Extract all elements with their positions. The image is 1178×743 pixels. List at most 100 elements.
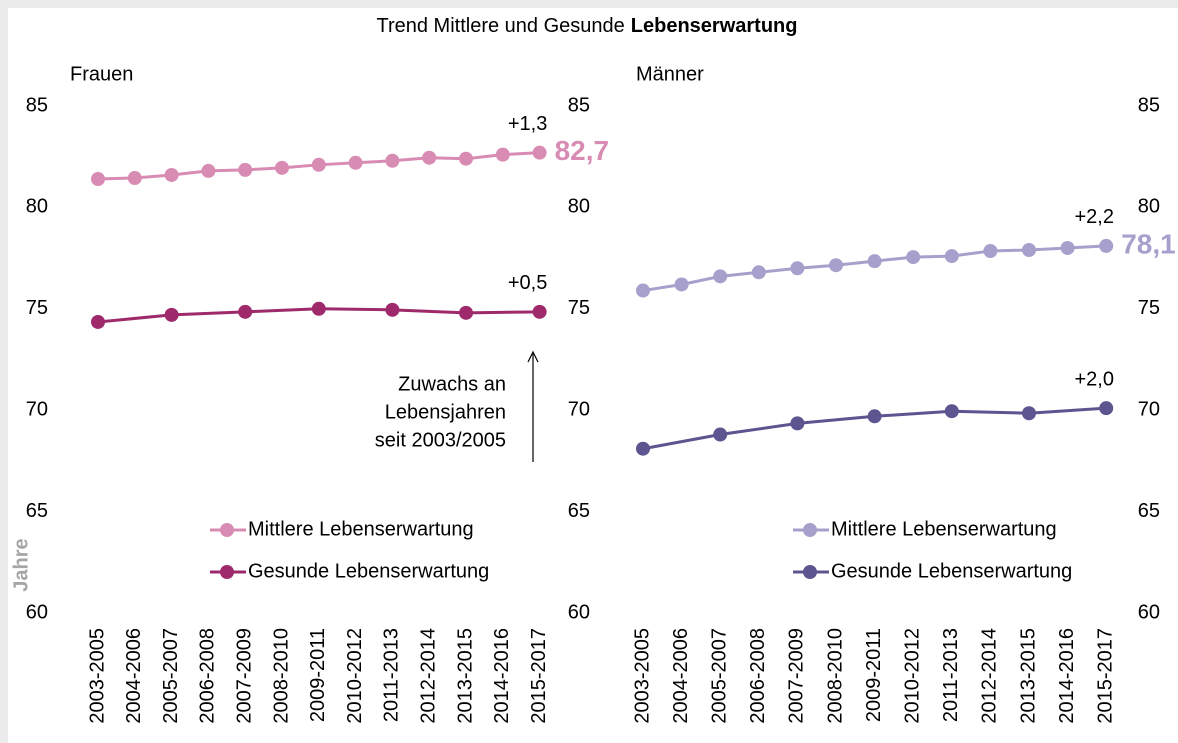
change-label: +2,0 <box>1074 368 1113 390</box>
x-tick-label: 2013-2015 <box>1017 628 1039 724</box>
data-point <box>127 170 142 185</box>
y-tick-label: 80 <box>568 196 590 218</box>
data-point <box>1099 238 1114 253</box>
data-point <box>348 155 363 170</box>
data-point <box>944 404 959 419</box>
data-point <box>906 250 921 265</box>
y-tick-label: 60 <box>568 601 590 623</box>
data-point <box>459 151 473 166</box>
data-point <box>532 145 547 160</box>
plot-background <box>8 8 1178 743</box>
data-point <box>532 304 547 319</box>
x-tick-label: 2005-2007 <box>160 628 182 724</box>
x-tick-label: 2014-2016 <box>491 628 513 724</box>
data-point <box>1099 401 1114 416</box>
x-tick-label: 2012-2014 <box>417 628 439 724</box>
annotation: seit 2003/2005 <box>375 429 506 451</box>
data-point <box>311 157 326 172</box>
y-tick-label: 85 <box>26 94 48 116</box>
change-label: +0,5 <box>508 272 547 294</box>
data-point <box>829 258 843 273</box>
x-tick-label: 2008-2010 <box>270 628 292 724</box>
data-point <box>495 147 510 162</box>
y-tick-label: 70 <box>1138 398 1160 420</box>
x-tick-label: 2015-2017 <box>528 628 550 724</box>
data-point <box>201 163 216 178</box>
x-tick-label: 2010-2012 <box>344 628 366 724</box>
legend-marker <box>220 523 234 537</box>
data-point <box>459 305 473 320</box>
title-part: Trend Mittlere und Gesunde <box>377 15 625 37</box>
data-point <box>674 277 689 292</box>
chart-title: Trend Mittlere und Gesunde Lebenserwartun… <box>377 15 798 37</box>
y-tick-label: 60 <box>26 601 48 623</box>
data-point <box>790 261 805 276</box>
x-tick-label: 2012-2014 <box>979 628 1001 724</box>
data-point <box>636 441 650 456</box>
y-tick-label: 75 <box>1138 297 1160 319</box>
x-tick-label: 2006-2008 <box>747 628 769 724</box>
legend-marker <box>220 565 234 579</box>
x-tick-label: 2003-2005 <box>631 628 653 724</box>
data-point <box>636 283 650 298</box>
y-tick-label: 85 <box>568 94 590 116</box>
data-point <box>275 160 289 175</box>
y-tick-label: 70 <box>568 398 590 420</box>
y-tick-label: 85 <box>1138 94 1160 116</box>
data-point <box>238 304 253 319</box>
x-tick-label: 2007-2009 <box>786 628 808 724</box>
data-point <box>867 254 882 269</box>
data-point <box>91 314 105 329</box>
x-tick-label: 2008-2010 <box>824 628 846 724</box>
change-label: +2,2 <box>1074 206 1113 228</box>
x-tick-label: 2009-2011 <box>863 628 885 722</box>
x-tick-label: 2007-2009 <box>233 628 255 724</box>
data-point <box>164 307 179 322</box>
data-point <box>790 416 805 431</box>
annotation: Zuwachs an <box>398 373 506 395</box>
legend-label: Mittlere Lebenserwartung <box>248 518 474 540</box>
data-point <box>311 301 326 316</box>
x-tick-label: 2004-2006 <box>670 628 692 724</box>
x-tick-label: 2010-2012 <box>901 628 923 724</box>
annotation: Lebensjahren <box>385 401 506 423</box>
data-point <box>713 269 728 284</box>
data-point <box>867 409 882 424</box>
x-tick-label: 2004-2006 <box>123 628 145 724</box>
data-point <box>385 153 400 168</box>
y-tick-label: 75 <box>26 297 48 319</box>
data-point <box>1022 406 1036 421</box>
y-tick-label: 65 <box>568 500 590 522</box>
x-tick-label: 2003-2005 <box>86 628 108 724</box>
change-label: +1,3 <box>508 113 547 135</box>
panel-subtitle: Frauen <box>70 63 133 85</box>
data-point <box>238 162 253 177</box>
x-tick-label: 2015-2017 <box>1094 628 1116 724</box>
data-point <box>983 244 998 259</box>
data-point <box>751 265 766 280</box>
x-tick-label: 2005-2007 <box>708 628 730 724</box>
y-axis-label: Jahre <box>10 538 32 591</box>
y-tick-label: 80 <box>26 196 48 218</box>
y-tick-label: 65 <box>1138 500 1160 522</box>
data-point <box>422 150 437 165</box>
annotation-arrowhead <box>527 350 539 363</box>
data-point <box>385 302 400 317</box>
legend-label: Gesunde Lebenserwartung <box>831 560 1072 582</box>
x-tick-label: 2011-2013 <box>381 628 403 722</box>
x-tick-label: 2013-2015 <box>454 628 476 724</box>
legend-marker <box>803 523 817 537</box>
data-point <box>1060 240 1075 255</box>
data-point <box>164 167 179 182</box>
value-label: 78,1 <box>1121 228 1176 259</box>
data-point <box>1022 242 1036 257</box>
legend-marker <box>803 565 817 579</box>
x-tick-label: 2006-2008 <box>197 628 219 724</box>
data-point <box>713 427 728 442</box>
x-tick-label: 2014-2016 <box>1056 628 1078 724</box>
panel-subtitle: Männer <box>636 63 704 85</box>
data-point <box>91 172 105 187</box>
data-point <box>944 249 959 264</box>
